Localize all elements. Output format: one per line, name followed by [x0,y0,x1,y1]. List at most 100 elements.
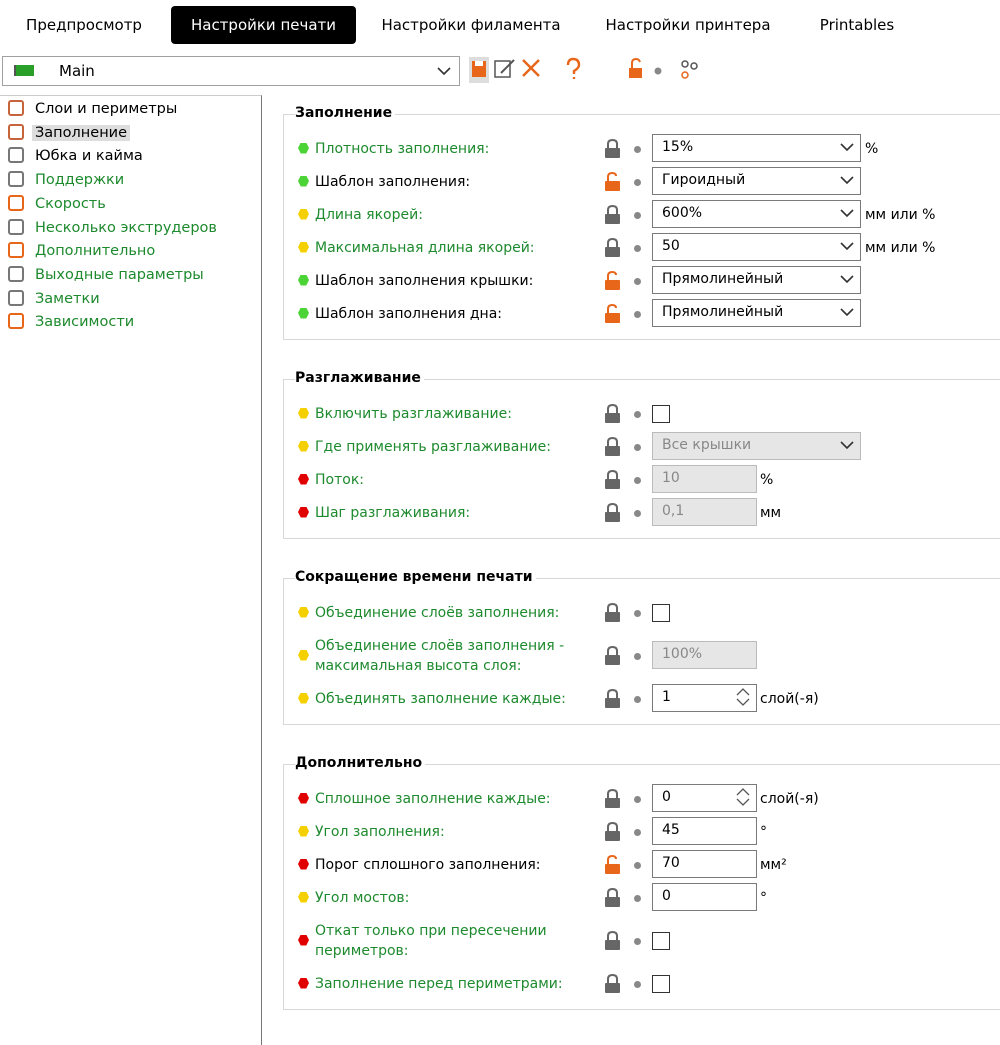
tab[interactable]: Предпросмотр [26,16,142,34]
setting-label: Поток: [315,471,364,488]
sidebar-icon [8,242,24,259]
lock-closed[interactable] [604,502,621,527]
lock-closed[interactable] [604,645,621,670]
spin[interactable]: 0 [652,783,757,812]
lock-open[interactable] [604,303,621,328]
section: Дополнительно Сплошное заполнение каждые:… [283,755,1000,1010]
setting-label: Где применять разглаживание: [315,438,551,455]
combo[interactable]: Прямолинейный [652,298,861,327]
sidebar-item[interactable]: Поддержки [8,169,127,191]
field-value: 0,1 [662,502,685,519]
unit: ° [760,889,767,906]
text[interactable]: 70 [652,849,757,878]
toolbar [469,57,698,83]
mode-dot [298,407,309,419]
reset-dot [634,828,641,836]
setting-row: Шаблон заполнения: Гироидный [284,165,1000,198]
unit: слой(-я) [760,690,819,707]
combo[interactable]: Гироидный [652,166,861,195]
sidebar-label: Зависимости [35,314,135,331]
lock-closed[interactable] [604,436,621,461]
setting-row: Объединять заполнение каждые: 1 слой(-я) [284,682,1000,715]
sidebar-label: Заполнение [32,124,131,141]
sidebar-icon [8,218,24,235]
lock-closed[interactable] [604,237,621,262]
setting-row: Угол мостов: 0 ° [284,881,1000,914]
setting-row: Порог сплошного заполнения: 70 мм² [284,848,1000,881]
lock-closed[interactable] [604,821,621,846]
setting-label: Включить разглаживание: [315,405,512,422]
setting-label: Объединять заполнение каждые: [315,690,566,707]
sidebar-item[interactable]: Дополнительно [8,240,158,262]
combo[interactable]: 15% [652,133,861,162]
lock-open[interactable] [604,171,621,196]
sidebar-item[interactable]: Слои и периметры [8,98,180,120]
checkbox[interactable] [652,931,670,950]
sidebar-item[interactable]: Юбка и кайма [8,145,146,167]
reset-dot [634,652,641,660]
setting-row: Угол заполнения: 45 ° [284,815,1000,848]
tab[interactable]: Printables [819,16,895,34]
spin[interactable]: 1 [652,683,757,712]
flag-icon [14,65,34,76]
help-icon[interactable] [566,57,581,79]
sidebar-icon [8,100,24,116]
combo[interactable]: Прямолинейный [652,265,861,294]
sidebar-item[interactable]: Выходные параметры [8,264,207,286]
sidebar-item[interactable]: Несколько экструдеров [8,217,220,239]
mode-dot [298,241,309,253]
delete-icon[interactable] [522,59,540,77]
lock-closed[interactable] [604,688,621,713]
setting-label: Шаблон заполнения крышки: [315,272,534,289]
combo[interactable]: 600% [652,199,861,228]
section-title: Заполнение [295,105,396,121]
lock-closed[interactable] [604,930,621,955]
mode-dot [298,649,309,661]
preset-combo[interactable]: Main [2,56,460,86]
sidebar-icon [8,147,24,164]
lock-icon[interactable] [629,68,642,78]
setting-row: Включить разглаживание: [284,397,1000,430]
tab[interactable]: Настройки филамента [381,16,561,34]
mode-dot [298,825,309,837]
lock-closed[interactable] [604,403,621,428]
sidebar-item[interactable]: Заметки [8,288,103,310]
checkbox[interactable] [652,974,670,993]
setting-label: Порог сплошного заполнения: [315,856,541,873]
setting-row: Шаг разглаживания: 0,1 мм [284,496,1000,529]
tab[interactable]: Настройки принтера [605,16,771,34]
checkbox[interactable] [652,603,670,622]
sidebar-item[interactable]: Зависимости [8,311,137,333]
combo[interactable]: 50 [652,232,861,261]
field-value: Гироидный [662,171,746,188]
unit: мм² [760,856,787,873]
lock-closed[interactable] [604,469,621,494]
reset-dot [634,861,641,869]
text[interactable]: 0 [652,882,757,911]
unit: % [865,140,879,157]
lock-closed[interactable] [604,204,621,229]
lock-open[interactable] [604,854,621,879]
sidebar-item[interactable]: Заполнение [8,122,131,144]
mode-dot [298,208,309,220]
lock-closed[interactable] [604,973,621,998]
section-title: Сокращение времени печати [295,569,536,585]
setting-label: Объединение слоёв заполнения: [315,604,560,621]
edit-icon[interactable] [494,60,511,78]
lock-open[interactable] [604,270,621,295]
lock-closed[interactable] [604,602,621,627]
lock-closed[interactable] [604,138,621,163]
tab-active[interactable]: Настройки печати [171,6,356,44]
text[interactable]: 45 [652,816,757,845]
setting-label: Откат только при пересечении периметров: [315,922,547,959]
setting-row: Поток: 10% [284,463,1000,496]
sidebar-icon [8,289,24,306]
mode-dot [298,506,309,518]
setting-row: Шаблон заполнения дна: Прямолинейный [284,297,1000,330]
sidebar-item[interactable]: Скорость [8,193,109,215]
lock-closed[interactable] [604,887,621,912]
compare-icon[interactable] [681,60,689,68]
sidebar-label: Поддержки [35,172,125,189]
lock-closed[interactable] [604,788,621,813]
checkbox[interactable] [652,404,670,423]
